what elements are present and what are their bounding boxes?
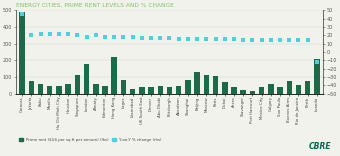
- Bar: [176, 86, 182, 94]
- Point: [185, 37, 191, 40]
- Point: [167, 37, 172, 39]
- Bar: [287, 81, 292, 94]
- Bar: [167, 87, 172, 94]
- Bar: [222, 82, 227, 94]
- Point: [84, 36, 89, 38]
- Bar: [305, 81, 310, 94]
- Point: [240, 39, 246, 41]
- Bar: [102, 86, 108, 94]
- Point: [296, 39, 301, 41]
- Point: [314, 61, 320, 63]
- Bar: [19, 12, 25, 94]
- Point: [130, 36, 135, 38]
- Point: [204, 38, 209, 41]
- Point: [250, 39, 255, 41]
- Bar: [268, 84, 274, 94]
- Bar: [314, 59, 320, 94]
- Bar: [296, 85, 301, 94]
- Point: [56, 32, 62, 35]
- Bar: [74, 75, 80, 94]
- Bar: [121, 80, 126, 94]
- Point: [305, 39, 310, 41]
- Text: ENERGY CITIES, PRIME RENT LEVELS AND % CHANGE: ENERGY CITIES, PRIME RENT LEVELS AND % C…: [16, 3, 173, 8]
- Bar: [139, 87, 144, 94]
- Point: [29, 34, 34, 37]
- Bar: [130, 89, 135, 94]
- Point: [65, 32, 71, 35]
- Point: [157, 37, 163, 39]
- Bar: [38, 84, 43, 94]
- Point: [222, 38, 227, 41]
- Point: [75, 34, 80, 37]
- Bar: [112, 57, 117, 94]
- Bar: [47, 86, 52, 94]
- Bar: [250, 91, 255, 94]
- Bar: [231, 87, 237, 94]
- Bar: [157, 86, 163, 94]
- Bar: [240, 90, 246, 94]
- Text: CBRE: CBRE: [309, 142, 332, 151]
- Bar: [56, 86, 62, 94]
- Point: [19, 13, 25, 16]
- Point: [121, 36, 126, 38]
- Point: [277, 39, 283, 41]
- Point: [176, 37, 182, 40]
- Bar: [29, 81, 34, 94]
- Bar: [259, 87, 265, 94]
- Bar: [84, 64, 89, 94]
- Point: [102, 36, 108, 38]
- Point: [213, 38, 218, 41]
- Point: [93, 34, 99, 37]
- Bar: [93, 84, 99, 94]
- Point: [112, 36, 117, 38]
- Point: [194, 37, 200, 40]
- Point: [259, 39, 265, 41]
- Bar: [213, 76, 218, 94]
- Bar: [204, 75, 209, 94]
- Point: [231, 38, 237, 41]
- Point: [47, 32, 52, 35]
- Bar: [148, 87, 154, 94]
- Bar: [194, 72, 200, 94]
- Point: [148, 37, 154, 39]
- Bar: [277, 87, 283, 94]
- Point: [287, 39, 292, 41]
- Point: [268, 39, 274, 41]
- Point: [139, 37, 144, 39]
- Point: [38, 32, 43, 35]
- Legend: Prime rent ($US per sq ft per annum) (lhs), Y-on-Y % change (rhs): Prime rent ($US per sq ft per annum) (lh…: [18, 136, 163, 143]
- Bar: [185, 80, 191, 94]
- Bar: [65, 84, 71, 94]
